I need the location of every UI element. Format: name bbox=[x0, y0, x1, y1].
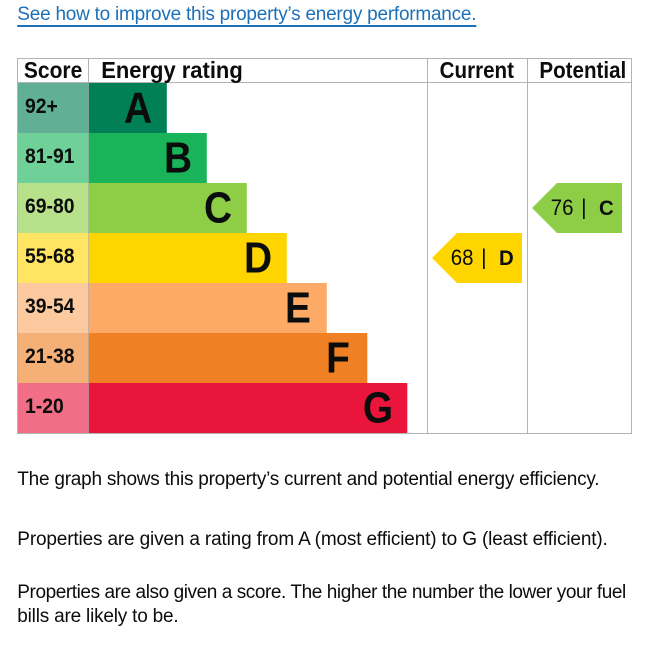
svg-text:B: B bbox=[164, 134, 192, 182]
svg-text:C: C bbox=[599, 197, 614, 221]
svg-text:55-68: 55-68 bbox=[25, 244, 74, 268]
svg-text:A: A bbox=[124, 84, 152, 132]
svg-text:1-20: 1-20 bbox=[25, 394, 64, 418]
svg-text:Score: Score bbox=[24, 58, 82, 83]
svg-text:21-38: 21-38 bbox=[25, 344, 74, 368]
svg-text:Potential: Potential bbox=[539, 58, 626, 83]
svg-text:Energy rating: Energy rating bbox=[101, 58, 243, 83]
svg-text:E: E bbox=[285, 284, 311, 332]
svg-text:C: C bbox=[204, 184, 232, 232]
svg-text:69-80: 69-80 bbox=[25, 194, 74, 218]
svg-text:92+: 92+ bbox=[25, 94, 58, 118]
svg-text:F: F bbox=[326, 334, 350, 382]
svg-text:76: 76 bbox=[551, 195, 574, 220]
svg-text:68: 68 bbox=[451, 245, 474, 270]
svg-text:Current: Current bbox=[440, 58, 514, 83]
svg-text:81-91: 81-91 bbox=[25, 144, 74, 168]
svg-text:39-54: 39-54 bbox=[25, 294, 75, 318]
svg-text:D: D bbox=[499, 247, 514, 271]
svg-text:D: D bbox=[244, 234, 272, 282]
svg-text:G: G bbox=[363, 384, 393, 432]
